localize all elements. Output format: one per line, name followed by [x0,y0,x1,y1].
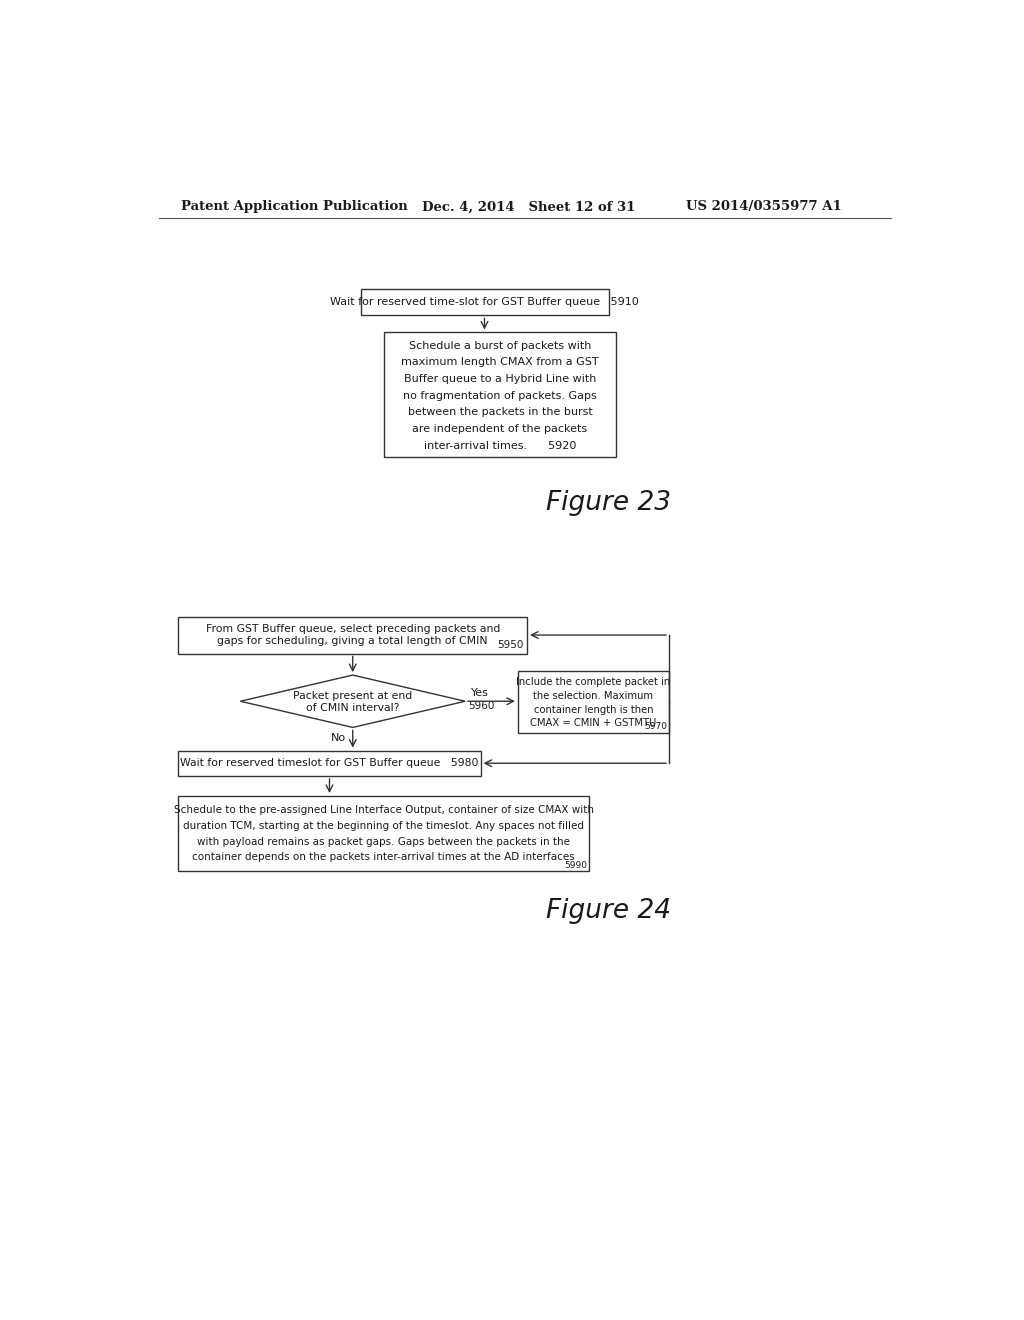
Text: gaps for scheduling, giving a total length of CMIN: gaps for scheduling, giving a total leng… [217,636,488,647]
FancyBboxPatch shape [178,751,480,776]
Text: Schedule a burst of packets with: Schedule a burst of packets with [409,341,591,351]
Text: Packet present at end: Packet present at end [293,690,413,701]
Text: with payload remains as packet gaps. Gaps between the packets in the: with payload remains as packet gaps. Gap… [198,837,570,846]
Text: Figure 24: Figure 24 [546,899,671,924]
Text: duration TCM, starting at the beginning of the timeslot. Any spaces not filled: duration TCM, starting at the beginning … [183,821,585,830]
Text: 5990: 5990 [564,861,588,870]
Text: Schedule to the pre-assigned Line Interface Output, container of size CMAX with: Schedule to the pre-assigned Line Interf… [174,805,594,816]
Text: Dec. 4, 2014   Sheet 12 of 31: Dec. 4, 2014 Sheet 12 of 31 [423,201,636,214]
Text: Figure 23: Figure 23 [546,490,671,516]
Text: 5970: 5970 [644,722,668,731]
Text: Include the complete packet in: Include the complete packet in [516,677,671,688]
Text: container depends on the packets inter-arrival times at the AD interfaces: container depends on the packets inter-a… [193,853,575,862]
Text: Yes: Yes [471,688,489,698]
Text: Patent Application Publication: Patent Application Publication [180,201,408,214]
Text: Wait for reserved time-slot for GST Buffer queue   5910: Wait for reserved time-slot for GST Buff… [330,297,639,308]
Text: maximum length CMAX from a GST: maximum length CMAX from a GST [401,358,599,367]
FancyBboxPatch shape [360,289,608,315]
Text: between the packets in the burst: between the packets in the burst [408,408,592,417]
FancyBboxPatch shape [178,616,527,653]
Text: US 2014/0355977 A1: US 2014/0355977 A1 [686,201,842,214]
FancyBboxPatch shape [178,796,589,871]
Text: of CMIN interval?: of CMIN interval? [306,704,399,713]
Text: no fragmentation of packets. Gaps: no fragmentation of packets. Gaps [403,391,597,401]
Text: are independent of the packets: are independent of the packets [413,424,588,434]
Text: From GST Buffer queue, select preceding packets and: From GST Buffer queue, select preceding … [206,624,500,634]
Text: 5950: 5950 [498,640,524,651]
Text: Buffer queue to a Hybrid Line with: Buffer queue to a Hybrid Line with [403,374,596,384]
Text: CMAX = CMIN + GSTMTU: CMAX = CMIN + GSTMTU [530,718,656,729]
FancyBboxPatch shape [518,671,669,733]
Text: inter-arrival times.      5920: inter-arrival times. 5920 [424,441,577,450]
Text: No: No [331,733,346,743]
Text: 5960: 5960 [468,701,495,711]
Text: Wait for reserved timeslot for GST Buffer queue   5980: Wait for reserved timeslot for GST Buffe… [180,758,479,768]
FancyBboxPatch shape [384,333,616,457]
Text: the selection. Maximum: the selection. Maximum [534,690,653,701]
Text: container length is then: container length is then [534,705,653,714]
